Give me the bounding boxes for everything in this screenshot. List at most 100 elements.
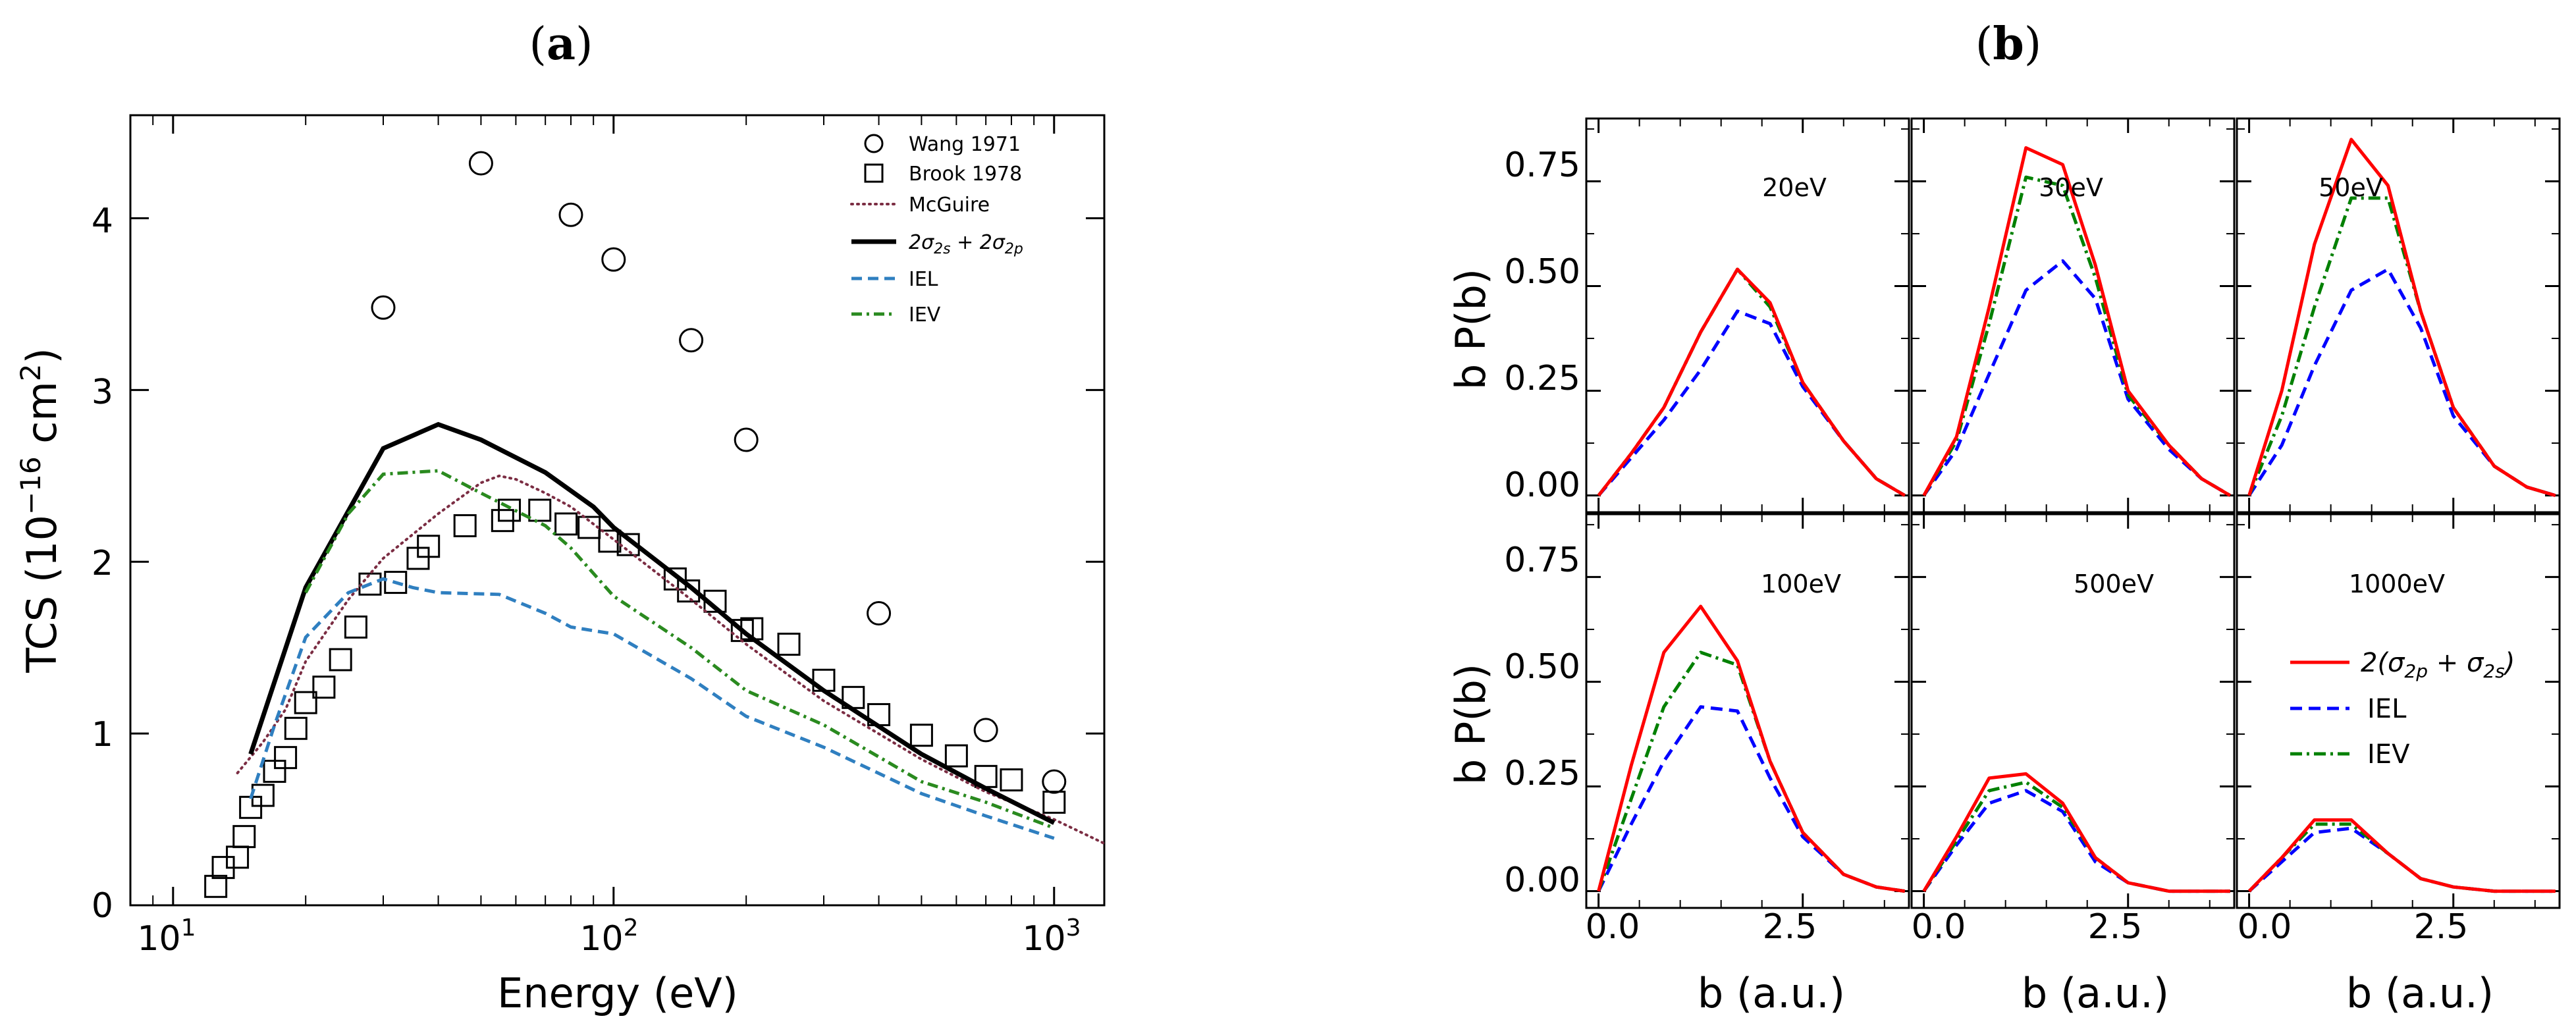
subplot-frame bbox=[1910, 117, 2236, 514]
chart-a-point-brook bbox=[344, 615, 367, 639]
panel-a-letter-text: a bbox=[547, 18, 576, 70]
subplot-series-iel bbox=[1922, 789, 2230, 893]
subplot-frame bbox=[1910, 513, 2236, 909]
subplot-series-iel bbox=[1597, 705, 1906, 893]
chart-a-point-brook bbox=[274, 746, 298, 770]
chart-a-ticks bbox=[130, 115, 1104, 907]
subplot-series-iel bbox=[2247, 267, 2556, 497]
chart-b-xtick-label: 2.5 bbox=[2088, 907, 2143, 947]
chart-a-xtick-label: 103 bbox=[1022, 914, 1081, 959]
subplot-series-iev bbox=[1922, 175, 2232, 497]
chart-b-xtick-label: 0.0 bbox=[1586, 907, 1640, 947]
panel-energy-label: 100eV bbox=[1761, 569, 1841, 598]
chart-b-ytick-label: 0.75 bbox=[1504, 541, 1580, 580]
legend-total-label: 2σ2s + 2σ2p bbox=[909, 231, 1023, 257]
chart-a-point-brook bbox=[239, 795, 263, 819]
chart-a-point-wang bbox=[558, 202, 583, 227]
chart-a-series-line bbox=[248, 421, 1056, 825]
chart-a-point-wang bbox=[1042, 769, 1067, 794]
chart-b-ylabel: b P(b) bbox=[1447, 269, 1495, 390]
chart-a-ytick-label: 4 bbox=[92, 201, 113, 241]
chart-a-ytick-label: 2 bbox=[92, 544, 113, 583]
subplot-500eV bbox=[1910, 513, 2236, 909]
chart-a-point-brook bbox=[251, 783, 275, 807]
subplot-series-total bbox=[2247, 138, 2556, 497]
subplot-series-iel bbox=[1597, 309, 1906, 497]
chart-a-series-line bbox=[304, 469, 1055, 830]
chart-a-point-brook bbox=[909, 724, 933, 747]
chart-b-xtick-label: 2.5 bbox=[1763, 907, 1817, 947]
chart-a-point-brook bbox=[204, 874, 228, 898]
legend-iel-label: IEL bbox=[909, 268, 938, 291]
subplot-50eV bbox=[2236, 117, 2561, 514]
subplot-30eV bbox=[1910, 117, 2236, 514]
legend-iev-label: IEV bbox=[909, 304, 941, 327]
panel-energy-label: 30eV bbox=[2039, 173, 2103, 202]
chart-a-ytick-label: 1 bbox=[92, 715, 113, 755]
legend-brook-marker bbox=[864, 163, 884, 183]
chart-a-series-line bbox=[249, 577, 1055, 840]
chart-a-point-wang bbox=[601, 247, 626, 272]
panel-energy-label: 1000eV bbox=[2349, 569, 2445, 598]
legend-wang-marker bbox=[864, 134, 884, 153]
chart-a-point-brook bbox=[312, 675, 336, 699]
chart-a: 101 102 103 0 1 2 3 4 Energy (eV) TCS (1… bbox=[14, 114, 1106, 1017]
chart-a-point-wang bbox=[867, 601, 892, 626]
chart-b-panels bbox=[1585, 117, 2561, 909]
chart-b-xlabel: b (a.u.) bbox=[1698, 969, 1845, 1017]
chart-a-point-brook bbox=[1042, 790, 1066, 814]
chart-a-point-brook bbox=[294, 691, 317, 714]
legend-wang-label: Wang 1971 bbox=[909, 133, 1021, 156]
chart-a-data bbox=[204, 151, 1104, 898]
chart-b-ytick-label: 0.25 bbox=[1504, 754, 1580, 793]
chart-b-ytick-label: 0.00 bbox=[1504, 861, 1580, 900]
subplot-frame bbox=[1585, 117, 1910, 514]
chart-a-point-brook bbox=[384, 571, 408, 595]
panel-b-letter-text: b bbox=[1993, 18, 2024, 70]
chart-b-ytick-label: 0.50 bbox=[1504, 647, 1580, 687]
chart-a-point-brook bbox=[777, 632, 801, 656]
chart-a-point-brook bbox=[1000, 768, 1023, 792]
chart-b-ytick-label: 0.75 bbox=[1504, 146, 1580, 185]
chart-a-ytick-label: 0 bbox=[92, 886, 113, 926]
chart-a-frame bbox=[129, 114, 1106, 907]
panel-energy-label: 20eV bbox=[1762, 173, 1827, 202]
chart-b-xtick-label: 0.0 bbox=[1912, 907, 1966, 947]
chart-a-xlabel: Energy (eV) bbox=[497, 969, 738, 1017]
chart-b-ytick-label: 0.50 bbox=[1504, 252, 1580, 292]
chart-b-xlabel: b (a.u.) bbox=[2346, 969, 2494, 1017]
chart-a-point-wang bbox=[679, 328, 704, 353]
chart-b-ylabel: b P(b) bbox=[1447, 664, 1495, 785]
chart-a-ylabel: TCS (10−16 cm2) bbox=[14, 348, 66, 673]
chart-a-point-wang bbox=[734, 427, 759, 452]
chart-b-ytick-label: 0.25 bbox=[1504, 359, 1580, 398]
subplot-100eV bbox=[1585, 513, 1910, 909]
chart-a-xtick-label: 102 bbox=[579, 914, 638, 959]
subplot-series-iev bbox=[2247, 822, 2556, 893]
chart-a-point-brook bbox=[944, 744, 968, 768]
chart-a-point-brook bbox=[284, 716, 308, 740]
chart-a-point-wang bbox=[973, 718, 998, 743]
legend-mcguire-label: McGuire bbox=[909, 194, 990, 217]
subplot-20eV bbox=[1585, 117, 1910, 514]
subplot-frame bbox=[2236, 117, 2561, 514]
chart-b: 20eV 30eV 50eV 100eV 500eV 1000eV 0.00 0… bbox=[1447, 117, 2561, 1017]
chart-b-ytick-label: 0.00 bbox=[1504, 465, 1580, 505]
subplot-series-total bbox=[1597, 604, 1906, 893]
subplot-series-total bbox=[2247, 818, 2556, 893]
chart-b-xlabel: b (a.u.) bbox=[2022, 969, 2169, 1017]
chart-a-point-brook bbox=[498, 498, 522, 522]
subplot-frame bbox=[2236, 513, 2561, 909]
chart-a-point-wang bbox=[468, 151, 493, 176]
chart-b-xtick-label: 2.5 bbox=[2414, 907, 2469, 947]
legend-brook-label: Brook 1978 bbox=[909, 163, 1022, 186]
chart-a-point-brook bbox=[598, 529, 622, 553]
subplot-series-iel bbox=[2247, 826, 2556, 893]
legend-b-iev-label: IEV bbox=[2367, 739, 2410, 770]
subplot-series-total bbox=[1922, 146, 2232, 497]
chart-a-xtick-label: 101 bbox=[137, 914, 196, 959]
panel-a-letter: (a) bbox=[529, 18, 593, 70]
chart-a-point-brook bbox=[453, 514, 477, 537]
chart-b-xtick-label: 0.0 bbox=[2238, 907, 2292, 947]
